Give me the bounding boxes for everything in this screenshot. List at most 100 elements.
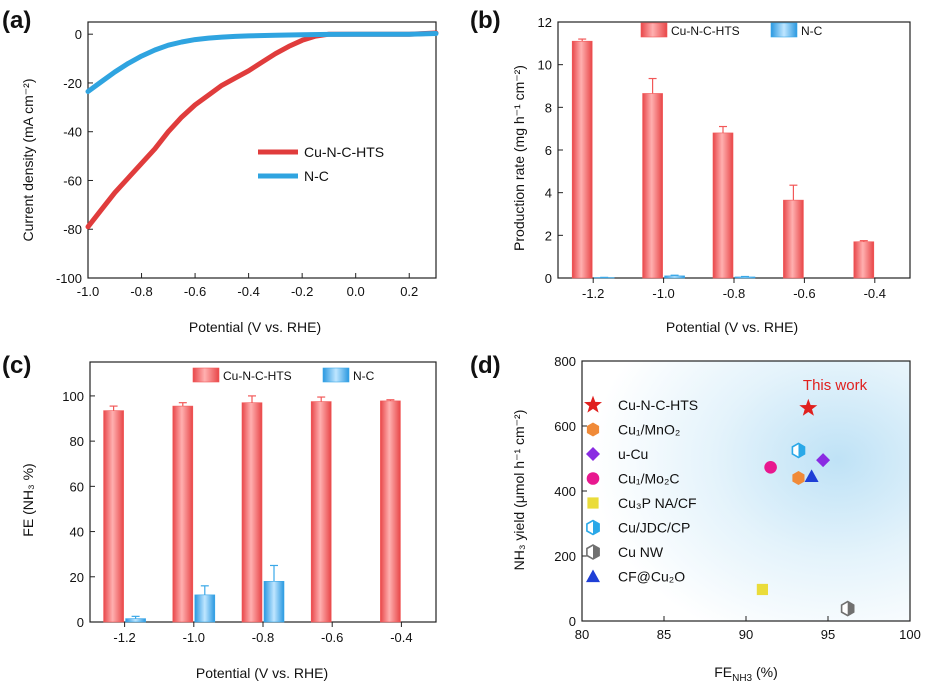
panel-d-point-fill [847, 601, 854, 616]
panel-b-xtick-label: -0.8 [723, 286, 745, 301]
panel-d-point [816, 453, 831, 468]
panel-a-frame [87, 21, 437, 279]
panel-b-legend-label: N-C [801, 24, 823, 38]
panel-a-xtick-label: -0.6 [184, 284, 206, 299]
panel-c-bar [241, 402, 263, 623]
panel-c-bar [310, 401, 332, 623]
panel-d-legend-marker [584, 395, 602, 413]
panel-a-xtick-label: -0.4 [237, 284, 259, 299]
panel-c-letter: (c) [2, 352, 31, 379]
panel-a-ytick-label: -40 [63, 125, 82, 140]
panel-c-ytick-label: 100 [62, 389, 84, 404]
panel-c-xtick-label: -1.0 [183, 630, 205, 645]
panel-a-ytick-label: 0 [75, 27, 82, 42]
panel-b-xtick-label: -1.2 [582, 286, 604, 301]
panel-b-bar [571, 40, 593, 279]
panel-b-ylabel: Production rate (mg h⁻¹ cm⁻²) [511, 65, 527, 251]
panel-b-letter: (b) [470, 7, 501, 34]
panel-d-point [756, 583, 768, 596]
panel-d-legend-label: Cu/JDC/CP [618, 520, 690, 536]
panel-b-legend-swatch [640, 22, 668, 38]
panel-d-ylabel: NH₃ yield (μmol h⁻¹ cm⁻²) [511, 410, 527, 571]
panel-c-bar [194, 594, 216, 623]
panel-b-ytick-label: 6 [545, 143, 552, 158]
panel-a-letter: (a) [2, 7, 31, 34]
panel-d-legend-marker [586, 447, 600, 461]
panel-b-xtick-label: -0.4 [864, 286, 886, 301]
panel-d-ytick-label: 600 [554, 419, 576, 434]
panel-b-bar [664, 275, 685, 279]
panel-d-ytick-label: 200 [554, 549, 576, 564]
panel-a-xtick-label: -0.2 [291, 284, 313, 299]
panel-d-xtick-label: 80 [575, 627, 589, 642]
panel-c-xtick-label: -1.2 [113, 630, 135, 645]
panel-b-ytick-label: 0 [545, 271, 552, 286]
panel-d-point [764, 460, 777, 474]
panel-d-xlabel: FENH3 (%) [714, 664, 778, 684]
panel-a-line-chart: -1.0 -0.8 -0.6 -0.4 -0.2 0.0 0.2 0 -20 -40 -60 -80 -… [56, 21, 439, 299]
panel-b-legend-swatch [770, 22, 798, 38]
panel-b-bar [712, 132, 734, 279]
panel-a-xtick-label: -1.0 [77, 284, 99, 299]
panel-c-xtick-label: -0.8 [252, 630, 274, 645]
panel-b-ytick-label: 4 [545, 186, 552, 201]
panel-b-ytick-label: 8 [545, 100, 552, 115]
panel-c-bar [125, 618, 146, 623]
panel-d-ytick-label: 0 [569, 614, 576, 629]
panel-c-xlabel: Potential (V vs. RHE) [196, 665, 328, 681]
panel-a-ytick-label: -80 [63, 222, 82, 237]
panel-d-point-fill [798, 443, 805, 458]
panel-d-legend-marker [586, 472, 600, 485]
panel-d-legend-label: Cu NW [618, 544, 664, 560]
panel-d-xtick-label: 95 [821, 627, 835, 642]
panel-c-bar [380, 400, 401, 623]
panel-b-xtick-label: -0.6 [793, 286, 815, 301]
panel-d-point [799, 398, 818, 416]
panel-a-xtick-label: 0.2 [400, 284, 418, 299]
panel-d-legend-label: Cu₁/MnO₂ [618, 422, 680, 438]
panel-d-background [582, 361, 910, 621]
panel-b-frame [557, 21, 911, 279]
panel-b-bar [783, 199, 804, 279]
panel-c-legend-swatch [192, 367, 220, 383]
panel-d-xtick-label: 100 [899, 627, 921, 642]
panel-a-series-line [85, 31, 439, 94]
panel-c-ytick-label: 60 [70, 479, 84, 494]
panel-d-point [792, 471, 805, 485]
panel-b-bar [642, 93, 663, 279]
panel-a-series-line [85, 30, 439, 230]
panel-d-point [804, 469, 819, 482]
panel-d-ytick-label: 800 [554, 354, 576, 369]
panel-d-legend-marker-fill [593, 520, 600, 535]
panel-d-legend-marker [586, 422, 600, 437]
panel-b-ytick-label: 10 [538, 58, 552, 73]
panel-a-xlabel: Potential (V vs. RHE) [189, 319, 321, 335]
panel-d-legend-label: Cu₁/Mo₂C [618, 471, 680, 487]
panel-c-bar-chart: -1.2 -1.0 -0.8 -0.6 -0.4 0 20 40 60 80 100 Cu-N-C-H… [62, 361, 437, 645]
panel-c-ytick-label: 80 [70, 434, 84, 449]
panel-d-ytick-label: 400 [554, 484, 576, 499]
panel-d-legend-label: Cu₃P NA/CF [618, 495, 697, 511]
panel-a-ylabel: Current density (mA cm⁻²) [20, 79, 36, 242]
panel-b-legend-label: Cu-N-C-HTS [671, 24, 740, 38]
panel-a-ytick-label: -100 [56, 271, 82, 286]
panel-d-annotation: This work [803, 377, 868, 394]
panel-b-ytick-label: 12 [538, 15, 552, 30]
panel-c-bar [263, 581, 285, 623]
panel-d-legend-marker [586, 569, 600, 583]
panel-d-legend-marker [587, 497, 599, 509]
panel-b-xlabel: Potential (V vs. RHE) [666, 319, 798, 335]
panel-c-legend-label: Cu-N-C-HTS [223, 369, 292, 383]
panel-c-xtick-label: -0.4 [390, 630, 412, 645]
panel-b-ytick-label: 2 [545, 228, 552, 243]
panel-c-legend-label: N-C [353, 369, 375, 383]
panel-c-ytick-label: 20 [70, 570, 84, 585]
panel-d-legend-label: CF@Cu₂O [618, 569, 685, 585]
panel-a-ytick-label: -60 [63, 173, 82, 188]
panel-c-legend-swatch [322, 367, 350, 383]
panel-a-legend-label: Cu-N-C-HTS [304, 144, 384, 160]
panel-a-legend-label: N-C [304, 168, 329, 184]
panel-d-legend-label: u-Cu [618, 446, 648, 462]
panel-c-ylabel: FE (NH₃ %) [20, 463, 36, 536]
